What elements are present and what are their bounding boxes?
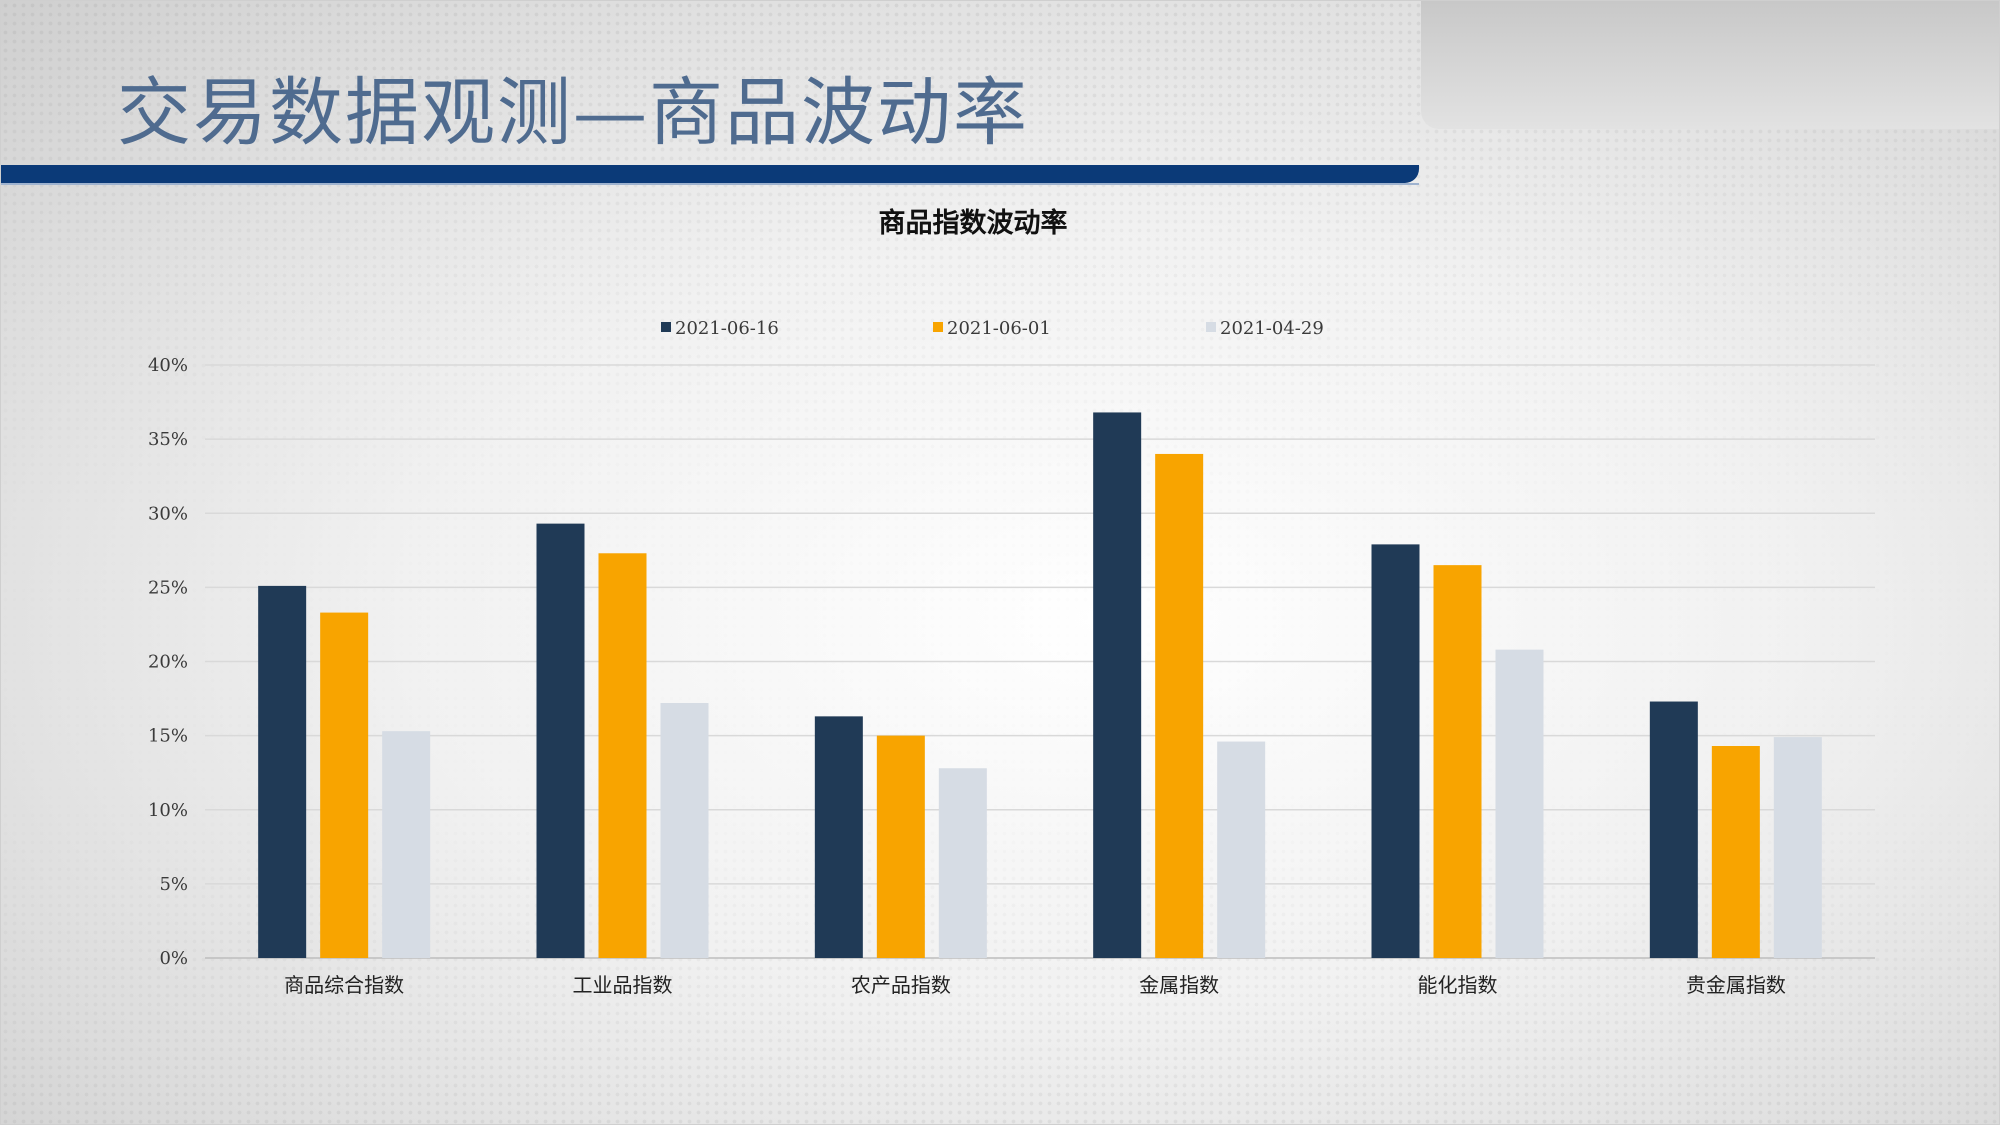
bars	[258, 412, 1822, 958]
y-tick-label: 25%	[148, 577, 188, 598]
legend-label: 2021-04-29	[1220, 318, 1324, 339]
category-label: 工业品指数	[573, 973, 673, 997]
bar	[1217, 741, 1266, 958]
bar	[1093, 412, 1142, 958]
bar	[938, 768, 987, 958]
x-axis-categories: 商品综合指数 工业品指数 农产品指数 金属指数 能化指数 贵金属指数	[284, 973, 1786, 997]
legend-swatch	[1206, 322, 1216, 332]
legend-label: 2021-06-16	[675, 318, 779, 339]
category-label: 贵金属指数	[1686, 973, 1786, 997]
gridlines	[205, 364, 1875, 959]
legend-swatch	[933, 322, 943, 332]
bar	[382, 731, 431, 958]
bar	[1495, 649, 1544, 958]
bar	[1773, 737, 1822, 958]
category-label: 商品综合指数	[284, 973, 404, 997]
y-axis-ticks: 0% 5% 10% 15% 20% 25% 30% 35% 40%	[148, 355, 188, 969]
y-tick-label: 5%	[159, 874, 188, 895]
title-underline-bar	[1, 165, 1419, 183]
header-decorative-band	[1421, 1, 1999, 129]
bar	[1371, 544, 1420, 958]
legend-label: 2021-06-01	[947, 318, 1051, 339]
bar	[1649, 701, 1698, 958]
legend: 2021-06-16 2021-06-01 2021-04-29	[661, 318, 1324, 339]
y-tick-label: 35%	[148, 429, 188, 450]
bar	[1155, 453, 1204, 958]
chart-title: 商品指数波动率	[879, 207, 1068, 239]
bar	[598, 553, 647, 958]
legend-swatch	[661, 322, 671, 332]
bar	[536, 523, 585, 958]
category-label: 金属指数	[1139, 973, 1219, 997]
y-tick-label: 20%	[148, 652, 188, 673]
slide-title: 交易数据观测—商品波动率	[117, 70, 1029, 156]
y-tick-label: 30%	[148, 503, 188, 524]
y-tick-label: 0%	[159, 948, 188, 969]
bar	[320, 612, 369, 958]
bar	[660, 703, 709, 958]
bar	[1433, 565, 1482, 958]
y-tick-label: 15%	[148, 726, 188, 747]
bar	[876, 735, 925, 958]
category-label: 能化指数	[1418, 973, 1498, 997]
bar	[1711, 746, 1760, 958]
title-underline-thin-line	[1, 183, 1419, 185]
y-tick-label: 10%	[148, 800, 188, 821]
category-label: 农产品指数	[851, 973, 951, 997]
bar	[814, 716, 863, 958]
bar	[258, 585, 307, 958]
y-tick-label: 40%	[148, 355, 188, 376]
